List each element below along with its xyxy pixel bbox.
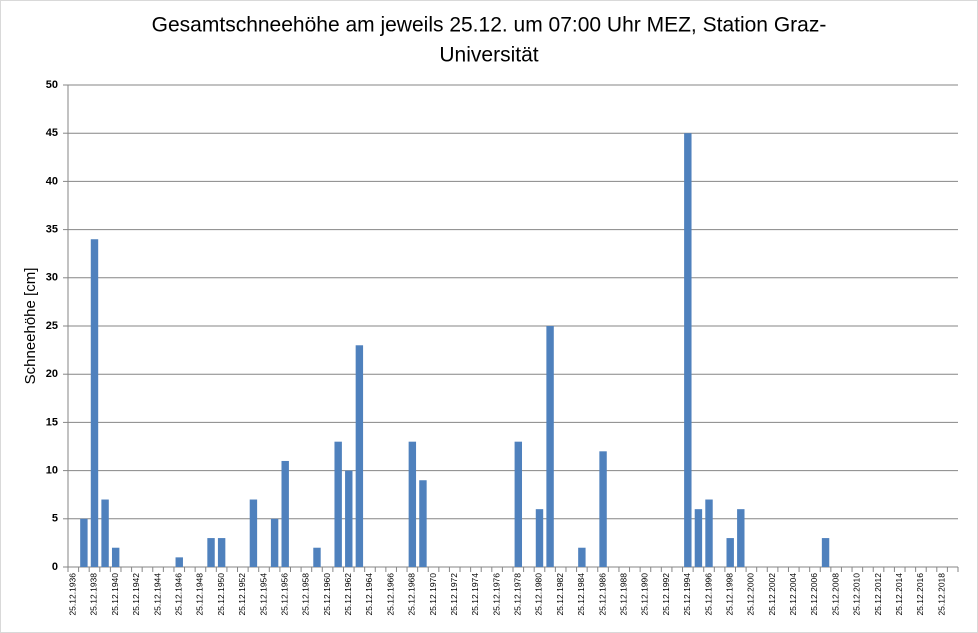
x-tick-label: 25.12.2014 bbox=[894, 573, 904, 616]
x-tick-label: 25.12.1964 bbox=[364, 573, 374, 616]
x-tick-label: 25.12.1942 bbox=[131, 573, 141, 616]
x-tick-label: 25.12.1956 bbox=[279, 573, 289, 616]
x-tick-label: 25.12.1996 bbox=[703, 573, 713, 616]
x-tick-label: 25.12.1958 bbox=[301, 573, 311, 616]
x-tick-label: 25.12.1962 bbox=[343, 573, 353, 616]
bar bbox=[281, 460, 289, 567]
y-tick-label: 5 bbox=[52, 513, 58, 525]
x-tick-label: 25.12.1980 bbox=[534, 573, 544, 616]
bar bbox=[355, 345, 364, 567]
bar bbox=[514, 441, 523, 567]
x-tick-label: 25.12.2002 bbox=[767, 573, 777, 616]
bar bbox=[599, 451, 607, 567]
y-tick-label: 35 bbox=[46, 224, 58, 236]
bar bbox=[737, 509, 745, 567]
x-tick-label: 25.12.1940 bbox=[110, 573, 120, 616]
y-tick-label: 45 bbox=[46, 127, 58, 139]
chart-title: Gesamtschneehöhe am jeweils 25.12. um 07… bbox=[152, 14, 827, 37]
bar bbox=[578, 547, 586, 567]
x-tick-label: 25.12.1938 bbox=[89, 573, 99, 616]
bar bbox=[90, 239, 99, 568]
x-tick-label: 25.12.1960 bbox=[322, 573, 332, 616]
y-tick-label: 10 bbox=[46, 465, 58, 477]
x-tick-label: 25.12.1944 bbox=[152, 573, 162, 616]
x-tick-label: 25.12.1998 bbox=[724, 573, 734, 616]
x-tick-label: 25.12.1994 bbox=[682, 573, 692, 616]
x-tick-label: 25.12.1948 bbox=[195, 573, 205, 616]
x-tick-label: 25.12.1972 bbox=[449, 573, 459, 616]
x-tick-label: 25.12.1976 bbox=[491, 573, 501, 616]
bar bbox=[249, 499, 258, 567]
bar bbox=[345, 470, 353, 567]
x-tick-label: 25.12.1974 bbox=[470, 573, 480, 616]
x-tick-label: 25.12.2012 bbox=[873, 573, 883, 616]
bar bbox=[101, 499, 109, 567]
x-tick-label: 25.12.1982 bbox=[555, 573, 565, 616]
x-tick-label: 25.12.1946 bbox=[174, 573, 184, 616]
x-tick-label: 25.12.1984 bbox=[576, 573, 586, 616]
x-tick-label: 25.12.1988 bbox=[619, 573, 629, 616]
x-tick-label: 25.12.2004 bbox=[788, 573, 798, 616]
x-tick-label: 25.12.1950 bbox=[216, 573, 226, 616]
bar bbox=[313, 547, 321, 567]
x-tick-label: 25.12.1952 bbox=[237, 573, 247, 616]
bar bbox=[175, 557, 183, 567]
x-tick-label: 25.12.1986 bbox=[597, 573, 607, 616]
bar bbox=[726, 538, 734, 567]
x-tick-label: 25.12.2000 bbox=[746, 573, 756, 616]
x-tick-label: 25.12.1968 bbox=[407, 573, 417, 616]
bar bbox=[334, 441, 342, 567]
bar bbox=[535, 509, 544, 567]
x-tick-label: 25.12.2006 bbox=[809, 573, 819, 616]
y-tick-label: 40 bbox=[46, 175, 58, 187]
y-axis-label: Schneehöhe [cm] bbox=[22, 268, 39, 385]
x-tick-label: 25.12.2010 bbox=[852, 573, 862, 616]
bar bbox=[111, 547, 120, 567]
x-tick-label: 25.12.2008 bbox=[830, 573, 840, 616]
x-tick-label: 25.12.1954 bbox=[258, 573, 268, 616]
y-tick-label: 25 bbox=[46, 320, 58, 332]
bar bbox=[270, 518, 279, 567]
x-tick-label: 25.12.1990 bbox=[640, 573, 650, 616]
bar bbox=[546, 326, 554, 567]
x-tick-label: 25.12.1936 bbox=[68, 573, 78, 616]
bar bbox=[80, 518, 88, 567]
bar bbox=[419, 480, 427, 567]
x-tick-label: 25.12.1978 bbox=[513, 573, 523, 616]
x-tick-label: 25.12.1970 bbox=[428, 573, 438, 616]
x-tick-label: 25.12.2016 bbox=[915, 573, 925, 616]
y-tick-label: 15 bbox=[46, 416, 58, 428]
y-tick-label: 30 bbox=[46, 272, 58, 284]
bar bbox=[821, 538, 830, 567]
x-tick-label: 25.12.1966 bbox=[385, 573, 395, 616]
bar bbox=[207, 538, 215, 567]
bar bbox=[694, 509, 703, 567]
y-tick-label: 20 bbox=[46, 368, 58, 380]
x-tick-label: 25.12.2018 bbox=[936, 573, 946, 616]
y-tick-label: 0 bbox=[52, 561, 58, 573]
y-tick-label: 50 bbox=[46, 79, 58, 91]
bar bbox=[705, 499, 713, 567]
bar bbox=[217, 538, 226, 567]
x-tick-label: 25.12.1992 bbox=[661, 573, 671, 616]
bar bbox=[684, 133, 692, 567]
bar bbox=[408, 441, 417, 567]
chart-title: Universität bbox=[439, 44, 538, 67]
